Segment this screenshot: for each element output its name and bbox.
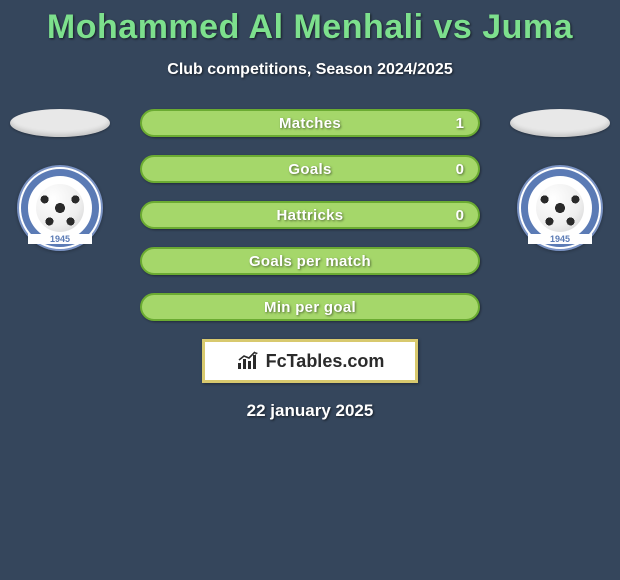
page-title: Mohammed Al Menhali vs Juma [0,0,620,47]
stat-bar-matches: Matches 1 [140,109,480,137]
stat-bar-min-per-goal: Min per goal [140,293,480,321]
stat-label: Min per goal [264,299,356,316]
stat-label: Goals per match [249,253,371,270]
stat-label: Matches [279,115,341,132]
chart-icon [236,351,262,371]
brand-text: FcTables.com [266,351,385,372]
stat-label: Hattricks [277,207,344,224]
stat-value: 1 [456,115,464,132]
stat-bar-goals: Goals 0 [140,155,480,183]
left-club-year: 1945 [28,234,92,244]
right-player-placeholder [510,109,610,137]
stat-bars: Matches 1 Goals 0 Hattricks 0 Goals per … [140,109,480,321]
left-player-placeholder [10,109,110,137]
football-icon [536,184,584,232]
comparison-content: 1945 1945 Matches 1 Goals 0 Hattricks [0,109,620,421]
brand-badge: FcTables.com [202,339,418,383]
date-label: 22 january 2025 [0,401,620,421]
right-player-column: 1945 [510,109,610,251]
stat-value: 0 [456,161,464,178]
football-icon [36,184,84,232]
stat-bar-hattricks: Hattricks 0 [140,201,480,229]
stat-label: Goals [288,161,331,178]
subtitle: Club competitions, Season 2024/2025 [0,61,620,79]
right-club-year: 1945 [528,234,592,244]
stat-value: 0 [456,207,464,224]
left-club-logo: 1945 [17,165,103,251]
stat-bar-goals-per-match: Goals per match [140,247,480,275]
right-club-logo: 1945 [517,165,603,251]
left-player-column: 1945 [10,109,110,251]
